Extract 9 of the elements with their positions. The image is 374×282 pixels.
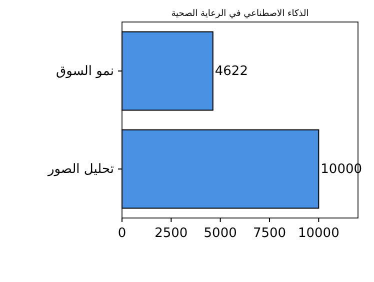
x-tick-label: 0 [118,226,126,241]
y-tick-label: نمو السوق [56,64,114,79]
x-tick-label: 2500 [154,226,188,241]
chart-title: الذكاء الاصطناعي في الرعاية الصحية [171,9,309,19]
x-tick-label: 7500 [252,226,286,241]
x-tick-label: 10000 [298,226,340,241]
y-tick-label: تحليل الصور [46,162,114,177]
x-tick-label: 5000 [204,226,237,241]
data-label: 4622 [214,64,248,79]
